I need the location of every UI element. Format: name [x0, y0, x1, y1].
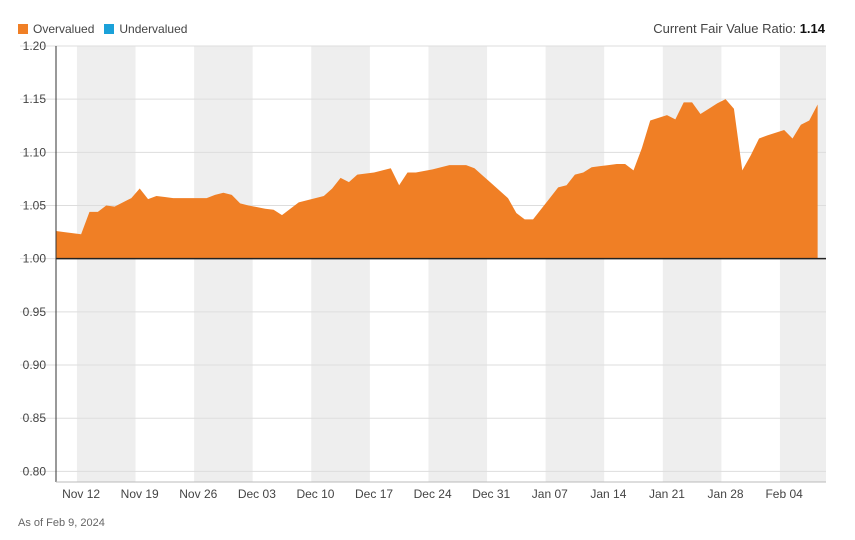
week-band: [76, 46, 136, 482]
x-tick-label: Nov 19: [121, 487, 159, 501]
y-tick-labels: 1.20 1.15 1.10 1.05 1.00 0.95 0.90 0.85 0.80: [23, 39, 47, 478]
overvalued-label: Overvalued: [33, 22, 95, 36]
y-tick-label: 1.10: [23, 145, 47, 159]
x-tick-label: Dec 24: [414, 487, 452, 501]
x-tick-label: Dec 03: [238, 487, 276, 501]
x-tick-labels: Nov 12 Nov 19 Nov 26 Dec 03 Dec 10 Dec 17 Dec …: [62, 487, 803, 501]
area-layer: [56, 99, 818, 259]
overvalued-area: [56, 99, 818, 259]
week-band: [311, 46, 370, 482]
y-tick-label: 0.95: [23, 305, 47, 319]
y-tick-label: 0.90: [23, 358, 47, 372]
x-tick-label: Dec 17: [355, 487, 393, 501]
y-tick-label: 1.15: [23, 92, 47, 106]
ratio-value: 1.14: [799, 21, 825, 36]
x-tick-label: Nov 26: [179, 487, 217, 501]
y-tick-label: 1.20: [23, 39, 47, 53]
x-tick-label: Jan 14: [590, 487, 626, 501]
axes: [55, 46, 826, 483]
x-tick-label: Jan 28: [708, 487, 744, 501]
y-tick-label: 0.85: [23, 411, 47, 425]
week-band: [779, 46, 826, 482]
undervalued-label: Undervalued: [119, 22, 188, 36]
x-tick-label: Jan 07: [532, 487, 568, 501]
week-band: [428, 46, 488, 482]
undervalued-swatch: [104, 24, 115, 34]
week-band: [194, 46, 253, 482]
as-of-date: As of Feb 9, 2024: [18, 517, 105, 529]
ratio-label: Current Fair Value Ratio:: [653, 21, 797, 36]
overvalued-swatch: [18, 24, 28, 34]
x-tick-label: Dec 10: [296, 487, 334, 501]
x-tick-label: Dec 31: [472, 487, 510, 501]
legend: Overvalued Undervalued: [18, 22, 197, 36]
x-tick-label: Feb 04: [765, 487, 803, 501]
y-tick-label: 1.00: [23, 252, 47, 266]
week-band: [545, 46, 605, 482]
y-tick-label: 1.05: [23, 199, 47, 213]
x-tick-label: Jan 21: [649, 487, 685, 501]
legend-overvalued[interactable]: Overvalued: [18, 22, 94, 36]
y-tick-label: 0.80: [23, 464, 47, 478]
current-fair-value-ratio: Current Fair Value Ratio: 1.14: [653, 21, 825, 36]
legend-undervalued[interactable]: Undervalued: [104, 22, 187, 36]
x-tick-label: Nov 12: [62, 487, 100, 501]
